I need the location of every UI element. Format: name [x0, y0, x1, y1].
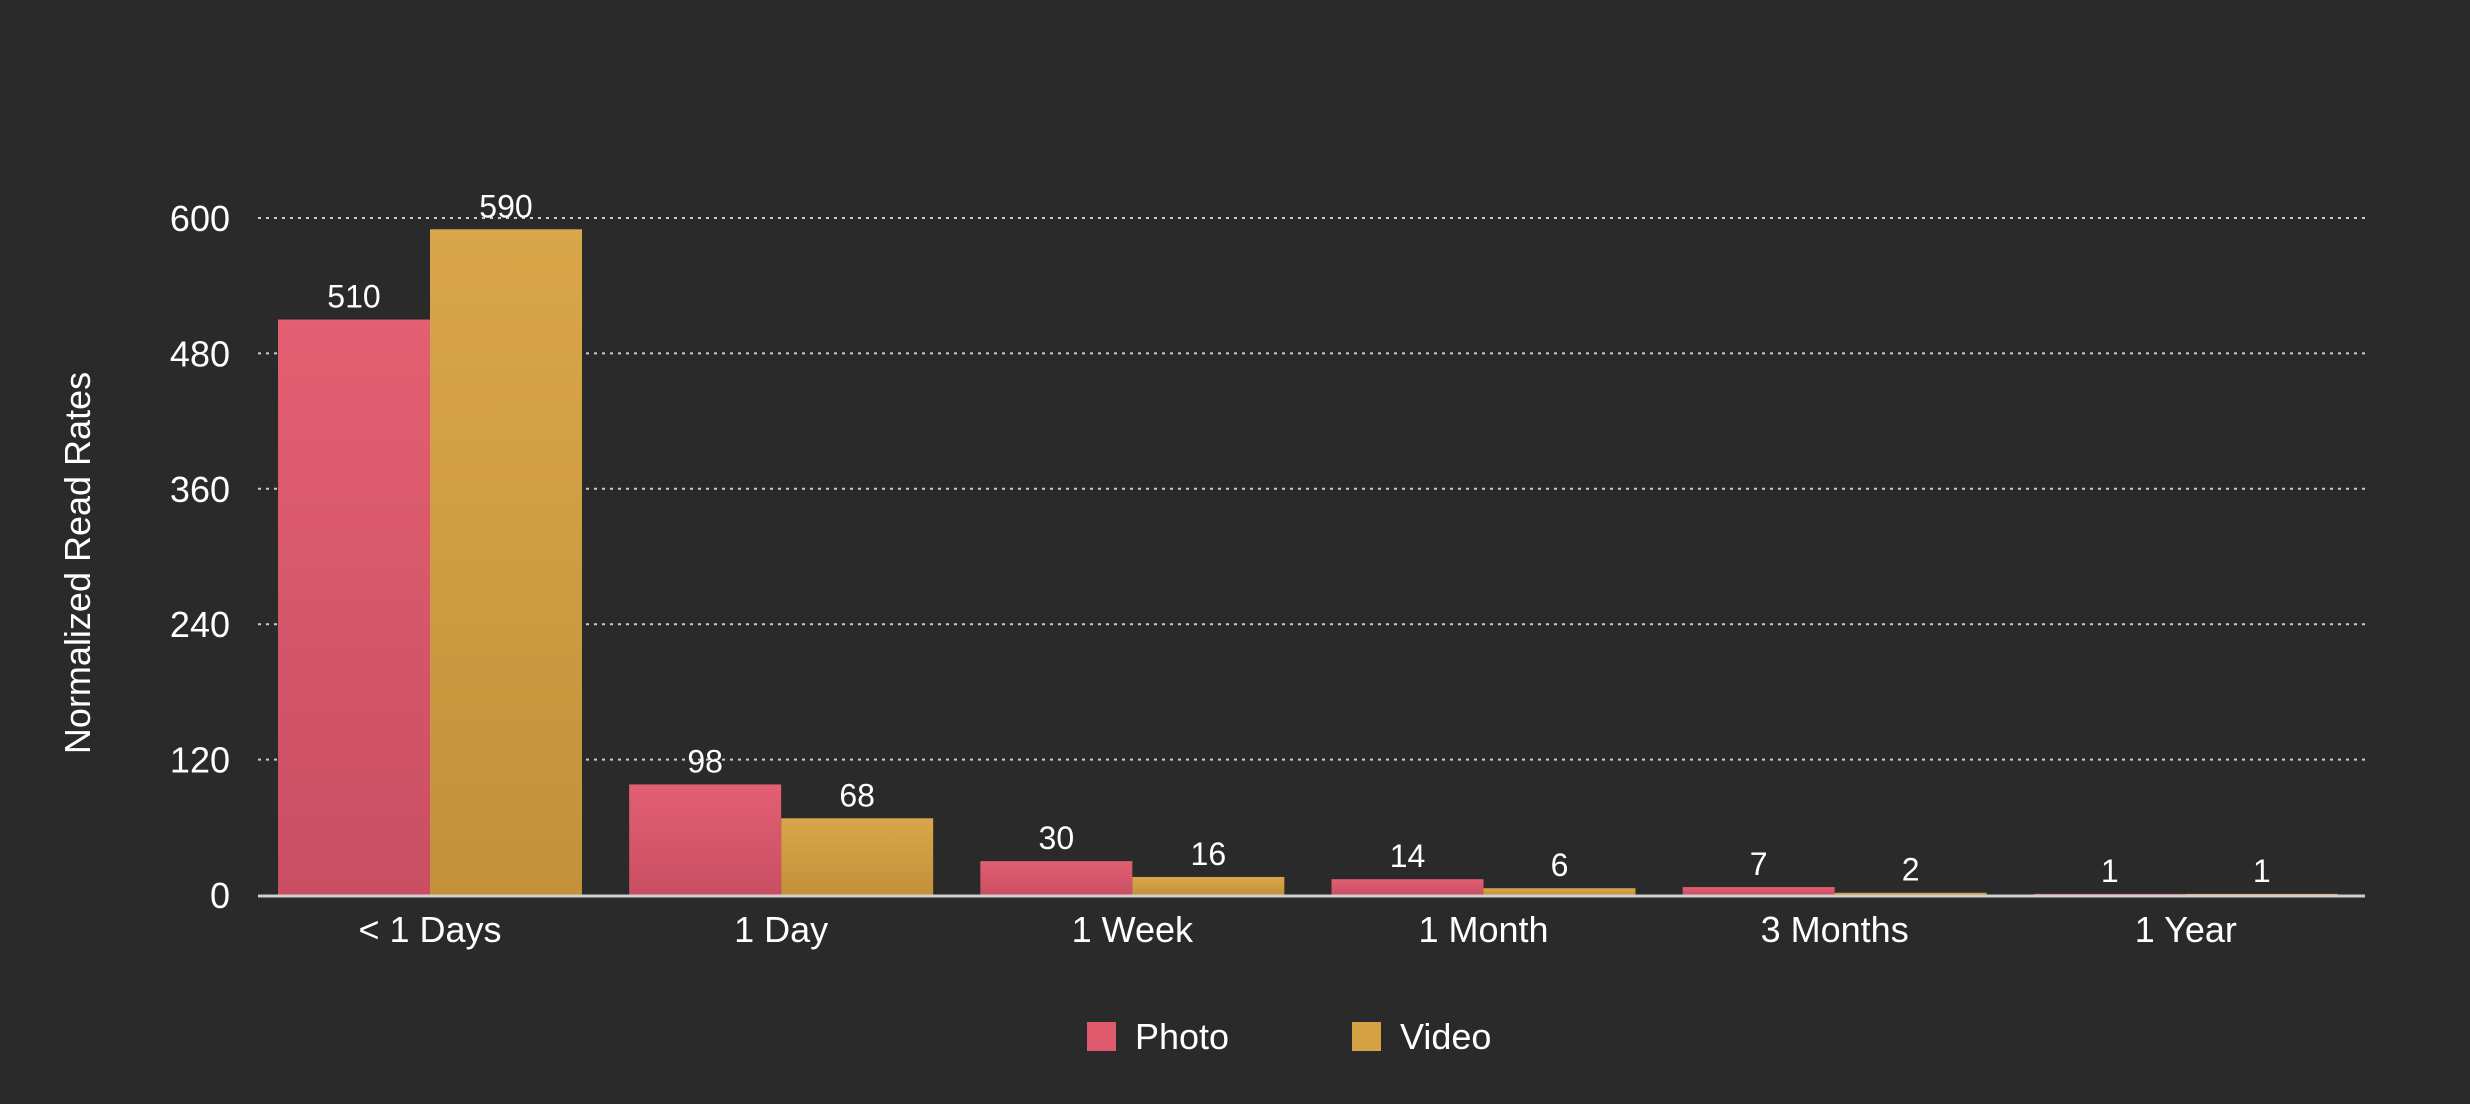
- legend: Photo Video: [1087, 1016, 1491, 1057]
- bar-video: [1834, 892, 1987, 895]
- legend-swatch-photo: [1087, 1022, 1116, 1051]
- bar-video: [430, 229, 582, 896]
- data-label: 68: [839, 777, 875, 813]
- x-tick-label: 3 Months: [1761, 909, 1909, 950]
- x-tick-label: 1 Year: [2135, 909, 2237, 950]
- x-tick-label: < 1 Days: [358, 909, 501, 950]
- bar-photo: [980, 861, 1133, 895]
- data-label: 1: [2253, 853, 2271, 889]
- x-axis-ticks: < 1 Days 1 Day 1 Week 1 Month 3 Months 1 Year: [358, 909, 2236, 950]
- bar-photo: [278, 319, 430, 895]
- data-labels: 510 590 98 68 30 16 14 6 7 2 1 1: [327, 188, 2270, 889]
- y-tick-label: 360: [170, 469, 230, 510]
- bar-video: [2185, 893, 2338, 895]
- y-tick-label: 480: [170, 333, 230, 374]
- data-label: 1: [2101, 853, 2119, 889]
- data-label: 30: [1039, 820, 1075, 856]
- y-axis-title: Normalized Read Rates: [57, 372, 98, 754]
- data-label: 2: [1902, 852, 1920, 888]
- bar-photo: [2033, 893, 2186, 895]
- legend-swatch-video: [1352, 1022, 1381, 1051]
- x-tick-label: 1 Week: [1072, 909, 1194, 950]
- data-label: 7: [1750, 846, 1768, 882]
- data-label: 6: [1551, 847, 1569, 883]
- bar-video: [1483, 888, 1636, 895]
- data-label: 590: [479, 188, 532, 224]
- y-tick-label: 120: [170, 740, 230, 781]
- y-tick-label: 600: [170, 198, 230, 239]
- legend-label-photo: Photo: [1135, 1016, 1229, 1057]
- y-tick-label: 0: [210, 875, 230, 916]
- y-axis-ticks: 0 120 240 360 480 600: [170, 198, 230, 916]
- data-label: 98: [687, 743, 723, 779]
- bar-video: [781, 818, 934, 895]
- y-tick-label: 240: [170, 604, 230, 645]
- bar-photo: [1331, 879, 1484, 895]
- bar-video: [1132, 876, 1285, 895]
- bars: [278, 229, 2338, 896]
- data-label: 510: [327, 279, 380, 315]
- bar-photo: [1682, 887, 1835, 895]
- legend-label-video: Video: [1400, 1016, 1491, 1057]
- x-tick-label: 1 Day: [734, 909, 828, 950]
- data-label: 16: [1191, 836, 1227, 872]
- bar-photo: [629, 784, 782, 895]
- data-label: 14: [1390, 838, 1426, 874]
- x-tick-label: 1 Month: [1418, 909, 1548, 950]
